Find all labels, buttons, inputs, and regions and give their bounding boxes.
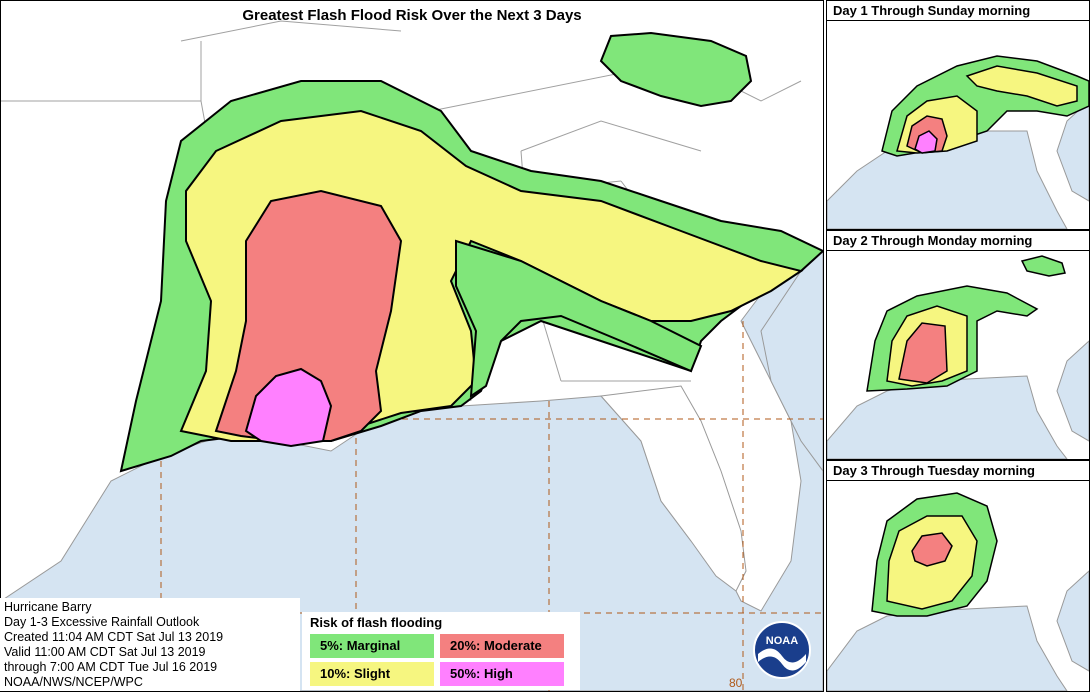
- florida-peninsula: [599, 385, 747, 592]
- valid-time: Valid 11:00 AM CDT Sat Jul 13 2019: [4, 645, 206, 659]
- legend-title: Risk of flash flooding: [310, 615, 443, 630]
- atlantic-ocean: [760, 250, 823, 472]
- risk-legend: Risk of flash flooding 5%: Marginal 20%:…: [302, 612, 580, 690]
- outlook-info-box: Hurricane Barry Day 1-3 Excessive Rainfa…: [0, 598, 300, 691]
- inset-day2: Day 2 Through Monday morning: [826, 230, 1090, 460]
- legend-item-marginal: 5%: Marginal: [310, 634, 434, 658]
- legend-item-moderate: 20%: Moderate: [440, 634, 564, 658]
- main-map-svg: [1, 20, 823, 691]
- issuing-office: NOAA/NWS/NCEP/WPC: [4, 675, 143, 689]
- outlook-name: Day 1-3 Excessive Rainfall Outlook: [4, 615, 200, 629]
- marginal-risk-area-north: [599, 31, 753, 108]
- high-risk-area: [244, 367, 333, 448]
- inset-day3-map: [827, 481, 1089, 691]
- inset-day1-map: [827, 21, 1089, 229]
- created-time: Created 11:04 AM CDT Sat Jul 13 2019: [4, 630, 224, 644]
- inset-day3-title: Day 3 Through Tuesday morning: [827, 461, 1089, 481]
- longitude-label: 80: [729, 676, 743, 690]
- inset-day1: Day 1 Through Sunday morning: [826, 0, 1090, 230]
- legend-item-slight: 10%: Slight: [310, 662, 434, 686]
- noaa-logo-text: NOAA: [766, 635, 798, 647]
- inset-day3: Day 3 Through Tuesday morning: [826, 460, 1090, 692]
- main-map: Greatest Flash Flood Risk Over the Next …: [0, 0, 824, 692]
- inset-day1-title: Day 1 Through Sunday morning: [827, 1, 1089, 21]
- main-map-title: Greatest Flash Flood Risk Over the Next …: [242, 7, 582, 24]
- noaa-logo: NOAA: [752, 620, 812, 680]
- legend-item-high: 50%: High: [440, 662, 564, 686]
- marginal-pocket: [455, 239, 703, 398]
- inset-day2-map: [827, 251, 1089, 459]
- through-time: through 7:00 AM CDT Tue Jul 16 2019: [4, 660, 218, 674]
- inset-day2-title: Day 2 Through Monday morning: [827, 231, 1089, 251]
- storm-name: Hurricane Barry: [4, 600, 92, 614]
